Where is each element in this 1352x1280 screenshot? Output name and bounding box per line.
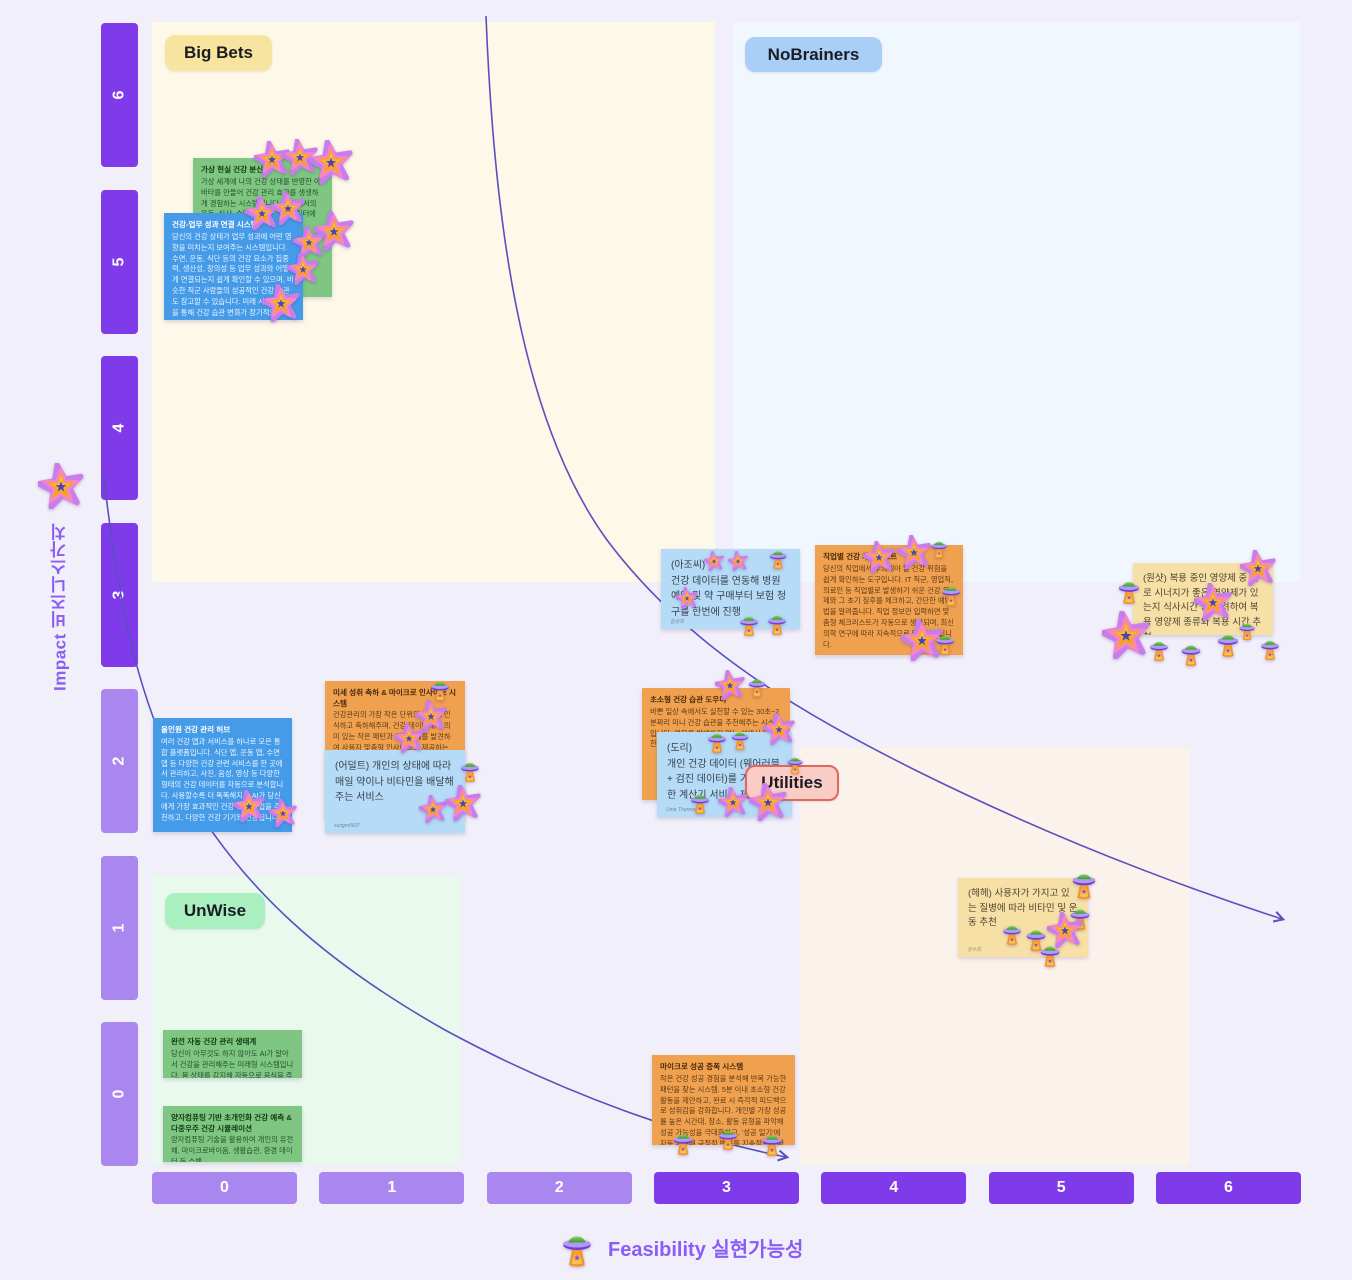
quadrant-label-nobrainers[interactable]: NoBrainers — [745, 37, 882, 72]
star-sticker[interactable] — [676, 587, 698, 609]
ufo-sticker[interactable] — [931, 628, 959, 656]
note-title: 마이크로 성공 증폭 시스템 — [660, 1062, 744, 1071]
note-title: 건강-업무 성과 연결 시스템 — [172, 220, 258, 229]
note-body: 작은 건강 성공 경험을 분석해 반복 가능한 패턴을 찾는 시스템. 5분 이… — [660, 1073, 787, 1145]
ufo-sticker[interactable] — [765, 544, 791, 570]
star-sticker[interactable] — [262, 284, 300, 322]
ufo-sticker[interactable] — [763, 608, 791, 636]
ufo-sticker[interactable] — [668, 1126, 698, 1156]
x-axis-tick-1: 1 — [319, 1172, 465, 1204]
ufo-sticker[interactable] — [757, 1127, 787, 1157]
x-axis-tick-5: 5 — [988, 1172, 1134, 1204]
note-title: 올인원 건강 관리 허브 — [161, 725, 231, 734]
star-sticker[interactable] — [749, 783, 787, 821]
impact-axis-label: Impact 비즈니스가치 — [50, 522, 70, 692]
star-sticker[interactable] — [1102, 611, 1150, 659]
ufo-sticker[interactable] — [456, 755, 484, 783]
ufo-sticker[interactable] — [744, 672, 770, 698]
ufo-sticker[interactable] — [426, 674, 454, 702]
y-axis-tick-5: 5 — [101, 189, 138, 334]
note-title: 직업별 건강 체크리스트 — [823, 552, 898, 561]
note-body: 당신의 직업에서 주의해야 할 건강 위험을 쉽게 확인하는 도구입니다. IT… — [823, 563, 954, 650]
ufo-sticker[interactable] — [1145, 634, 1173, 662]
sticky-note-quantum-simulation[interactable]: 양자컴퓨팅 기반 초개인화 건강 예측 & 다중우주 건강 시뮬레이션 양자컴퓨팅… — [163, 1106, 302, 1162]
y-axis-tick-6: 6 — [101, 23, 138, 167]
ufo-sticker[interactable] — [937, 579, 965, 607]
note-body: (어덜트) 개인의 상태에 따라 매일 약이나 비타민을 배달해주는 서비스 — [335, 761, 454, 803]
ufo-sticker[interactable] — [727, 725, 753, 751]
note-author: 김성희 — [670, 619, 684, 625]
note-title: 양자컴퓨팅 기반 초개인화 건강 예측 & 다중우주 건강 시뮬레이션 — [171, 1113, 292, 1133]
star-sticker[interactable] — [445, 785, 481, 821]
ufo-sticker[interactable] — [1256, 633, 1284, 661]
star-sticker[interactable] — [1240, 550, 1276, 586]
star-sticker[interactable] — [897, 535, 931, 569]
ufo-sticker[interactable] — [1176, 637, 1206, 667]
x-axis-tick-6: 6 — [1155, 1172, 1301, 1204]
star-sticker[interactable] — [863, 541, 895, 573]
ufo-sticker[interactable] — [714, 1123, 742, 1151]
note-title: 미세 성취 축하 & 마이크로 인사이트 시스템 — [333, 688, 456, 708]
y-axis-tick-0: 0 — [101, 1022, 138, 1166]
note-body: 양자컴퓨팅 기술을 활용하여 개인의 유전체, 마이크로바이옴, 생활습관, 환… — [171, 1135, 294, 1162]
note-title: 초소형 건강 습관 도우미 — [650, 695, 727, 704]
star-sticker[interactable] — [394, 723, 424, 753]
y-axis-tick-4: 4 — [101, 356, 138, 500]
star-sticker[interactable] — [718, 787, 748, 817]
note-author: Uma Thurman — [666, 807, 698, 813]
star-sticker[interactable] — [233, 790, 265, 822]
star-sticker[interactable] — [419, 795, 447, 823]
star-sticker[interactable] — [309, 140, 353, 184]
x-axis-tick-4: 4 — [821, 1172, 967, 1204]
star-sticker[interactable] — [715, 670, 745, 700]
star-sticker[interactable] — [728, 551, 748, 571]
ufo-sticker[interactable] — [686, 787, 714, 815]
note-author: 정수희 — [967, 947, 981, 953]
quadrant-label-unwise[interactable]: UnWise — [165, 893, 265, 929]
y-axis-tick-3: 3 — [101, 522, 138, 667]
quadrant-label-big-bets[interactable]: Big Bets — [165, 35, 272, 71]
y-axis-tick-1: 1 — [101, 855, 138, 1000]
note-author: sungm0607 — [334, 823, 361, 829]
x-axis-tick-3: 3 — [653, 1172, 799, 1204]
ufo-sticker[interactable] — [1066, 864, 1102, 900]
quadrant-nobrainers — [733, 22, 1300, 582]
star-sticker[interactable] — [271, 191, 305, 225]
star-sticker[interactable] — [269, 799, 297, 827]
ufo-sticker[interactable] — [927, 535, 951, 559]
star-sticker[interactable] — [763, 713, 795, 745]
note-body: 당신이 아무것도 하지 않아도 AI가 알아서 건강을 관리해주는 미래형 시스… — [171, 1048, 294, 1078]
note-title: 가상 현실 건강 분신 — [201, 165, 264, 174]
note-title: 완전 자동 건강 관리 생태계 — [171, 1037, 257, 1046]
star-sticker[interactable] — [38, 463, 84, 509]
x-axis-tick-0: 0 — [152, 1172, 297, 1204]
feasibility-axis-label: Feasibility 실현가능성 — [608, 1239, 804, 1261]
ufo-sticker[interactable] — [735, 609, 763, 637]
x-axis-tick-2: 2 — [486, 1172, 632, 1204]
note-body: 당신의 건강 상태가 업무 성과에 어떤 영향을 미치는지 보여주는 시스템입니… — [172, 231, 294, 320]
star-sticker[interactable] — [1194, 583, 1232, 621]
y-axis-tick-2: 2 — [101, 689, 138, 833]
ufo-sticker[interactable] — [783, 751, 807, 775]
ufo-sticker[interactable] — [555, 1224, 599, 1268]
star-sticker[interactable] — [704, 551, 724, 571]
star-sticker[interactable] — [287, 253, 319, 285]
ufo-sticker[interactable] — [1035, 938, 1065, 968]
note-body: 여러 건강 앱과 서비스를 하나로 모은 통합 플랫폼입니다. 식단 앱, 운동… — [161, 736, 284, 823]
ufo-sticker[interactable] — [1113, 573, 1145, 605]
note-body: (헤헤) 사용자가 가지고 있는 질병에 따라 비타민 및 운동 추천 — [968, 888, 1078, 929]
